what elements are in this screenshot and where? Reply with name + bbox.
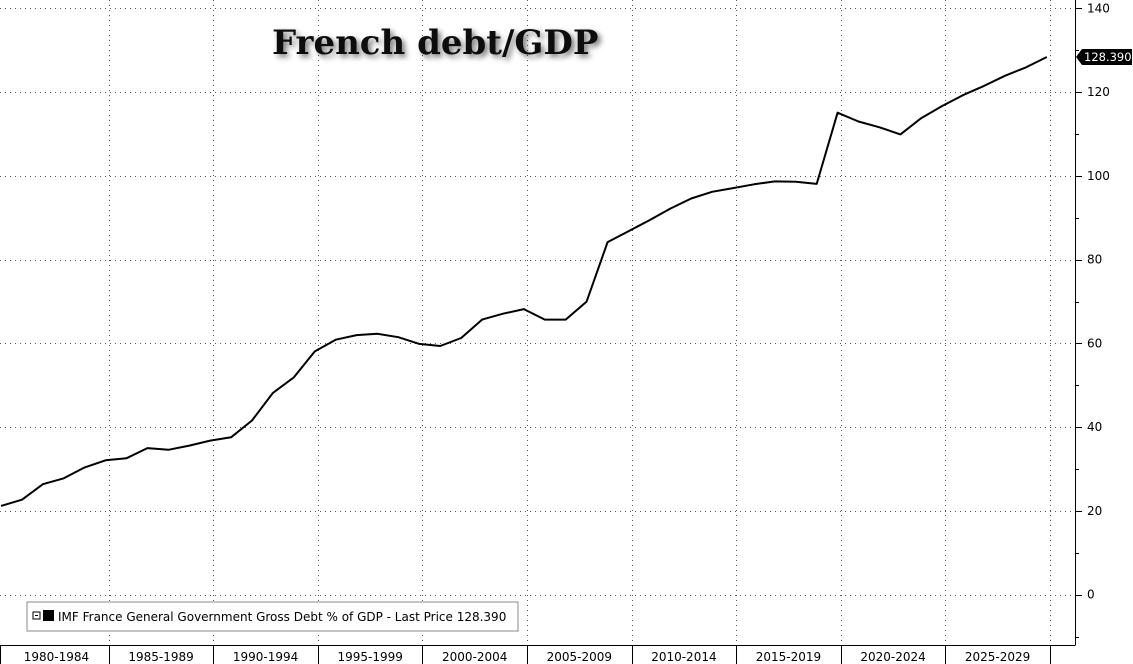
- data-point: [460, 337, 462, 339]
- x-tick-label: 2005-2009: [547, 650, 612, 664]
- data-point: [251, 420, 253, 422]
- data-point: [481, 319, 483, 321]
- last-value-box: [1076, 49, 1132, 66]
- data-point: [1046, 56, 1048, 58]
- y-tick-label: 40: [1087, 420, 1102, 434]
- data-point: [42, 483, 44, 485]
- y-tick-label: 60: [1087, 336, 1102, 350]
- data-point: [502, 313, 504, 315]
- data-point: [293, 376, 295, 378]
- data-point: [146, 447, 148, 449]
- data-point: [126, 457, 128, 459]
- data-point: [774, 180, 776, 182]
- data-point: [586, 301, 588, 303]
- data-point: [920, 117, 922, 119]
- data-point: [837, 112, 839, 114]
- last-value-text: 128.390: [1084, 50, 1132, 64]
- x-tick-label: 2020-2024: [860, 650, 925, 664]
- last-value-label: 128.390: [1076, 49, 1132, 66]
- legend-box: [26, 601, 519, 632]
- legend: IMF France General Government Gross Debt…: [26, 601, 519, 632]
- data-point: [397, 336, 399, 338]
- data-point: [983, 85, 985, 87]
- grid: [0, 0, 1075, 645]
- data-point: [711, 191, 713, 193]
- data-point: [356, 334, 358, 336]
- x-tick-label: 2010-2014: [651, 650, 716, 664]
- data-point: [439, 345, 441, 347]
- series-line: [0, 56, 1048, 507]
- data-point: [690, 198, 692, 200]
- y-tick-label: 20: [1087, 504, 1102, 518]
- y-tick-label: 140: [1087, 1, 1110, 15]
- data-point: [230, 436, 232, 438]
- x-tick-label: 1995-1999: [337, 650, 402, 664]
- data-point: [648, 219, 650, 221]
- x-tick-label: 2015-2019: [756, 650, 821, 664]
- data-point: [753, 183, 755, 185]
- data-point: [858, 121, 860, 123]
- x-tick-label: 1990-1994: [233, 650, 298, 664]
- series-layer: [0, 56, 1048, 507]
- data-point: [879, 126, 881, 128]
- data-point: [628, 230, 630, 232]
- data-point: [167, 449, 169, 451]
- data-point: [209, 440, 211, 442]
- data-point: [272, 392, 274, 394]
- data-point: [1025, 66, 1027, 68]
- chart-title: French debt/GDP: [272, 23, 598, 63]
- data-point: [795, 181, 797, 183]
- data-point: [0, 505, 2, 507]
- x-tick-label: 2025-2029: [965, 650, 1030, 664]
- y-tick-label: 80: [1087, 253, 1102, 267]
- data-point: [314, 350, 316, 352]
- y-tick-label: 100: [1087, 169, 1110, 183]
- x-tick-label: 2000-2004: [442, 650, 507, 664]
- data-point: [565, 319, 567, 321]
- data-point: [418, 343, 420, 345]
- y-tick-label: 0: [1087, 588, 1095, 602]
- data-point: [523, 308, 525, 310]
- data-point: [105, 459, 107, 461]
- x-tick-label: 1980-1984: [24, 650, 89, 664]
- data-point: [377, 333, 379, 335]
- legend-entry: IMF France General Government Gross Debt…: [58, 610, 506, 624]
- data-point: [335, 339, 337, 341]
- data-point: [188, 445, 190, 447]
- data-point: [21, 499, 23, 501]
- data-point: [962, 94, 964, 96]
- data-point: [1004, 75, 1006, 77]
- data-point: [607, 241, 609, 243]
- x-tick-label: 1985-1989: [128, 650, 193, 664]
- data-point: [899, 133, 901, 135]
- y-tick-label: 120: [1087, 85, 1110, 99]
- data-point: [544, 319, 546, 321]
- data-point: [732, 187, 734, 189]
- data-point: [84, 466, 86, 468]
- data-point: [669, 208, 671, 210]
- data-point: [63, 477, 65, 479]
- data-point: [816, 183, 818, 185]
- legend-swatch-icon: [43, 610, 54, 621]
- data-point: [941, 105, 943, 107]
